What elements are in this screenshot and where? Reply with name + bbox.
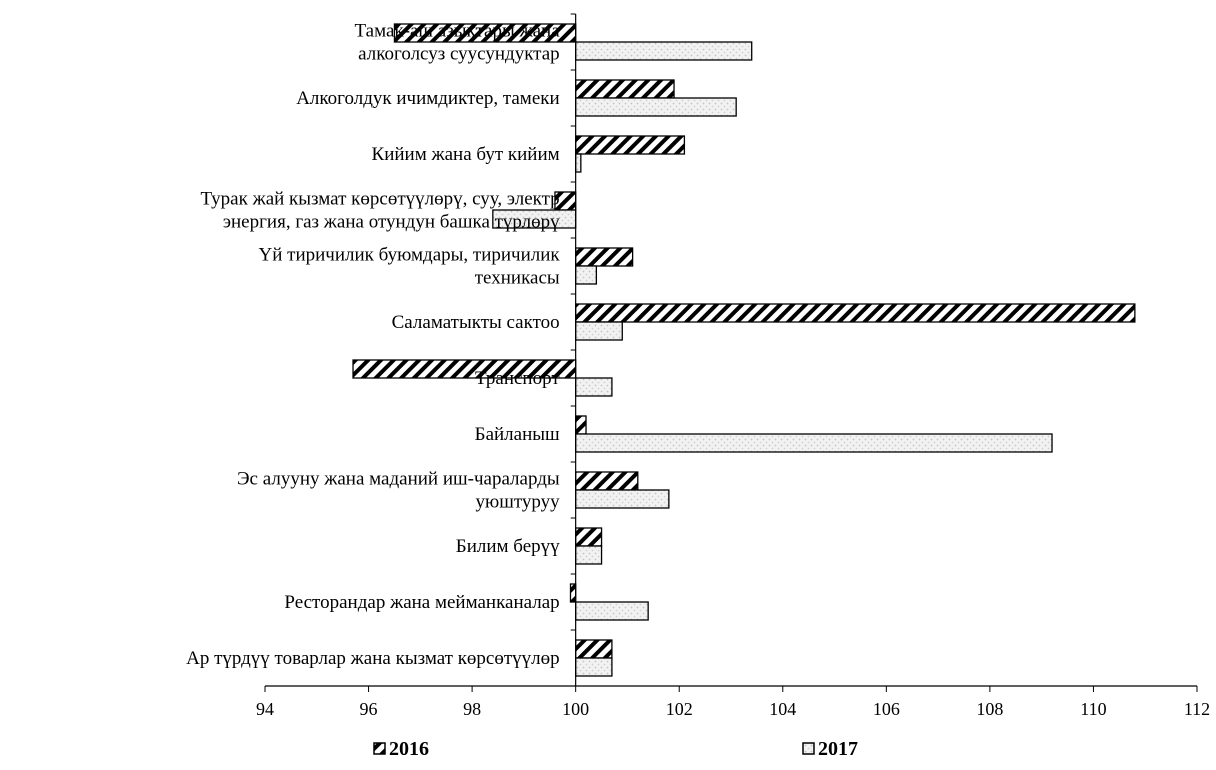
bar-2017-9	[575, 489, 670, 509]
legend-swatch-2017	[802, 742, 815, 755]
bar-2017-11	[575, 601, 649, 621]
bar-2017-10	[575, 545, 603, 565]
bars-layer	[352, 23, 1136, 677]
bar-2016-5	[575, 247, 634, 267]
category-label-10: Билим берүү	[456, 536, 560, 557]
category-label-1: Тамак-аш азыктары жана алкоголсуз суусунд…	[355, 21, 561, 65]
category-label-5: Үй тиричилик буюмдары, тиричилик техникас…	[259, 245, 561, 289]
x-tick-label: 98	[463, 699, 481, 719]
x-tick-label: 112	[1184, 699, 1210, 719]
category-label-7: Транспорт	[475, 368, 560, 389]
bar-2017-2	[575, 97, 737, 117]
axes-layer	[265, 13, 1197, 687]
bar-2017-5	[575, 265, 598, 285]
x-tick-label: 102	[666, 699, 693, 719]
category-label-4: Турак жай кызмат көрсөтүүлөрү, суу, элек…	[201, 189, 561, 233]
x-tick-label: 106	[873, 699, 900, 719]
legend: 2016 2017	[373, 738, 858, 760]
category-label-11: Ресторандар жана мейманканалар	[284, 592, 559, 613]
category-label-3: Кийим жана бут кийим	[372, 144, 560, 165]
x-tick-label: 94	[256, 699, 274, 719]
bar-2016-6	[575, 303, 1136, 323]
x-axis-tick-labels: 94 96 98 100 102 104 106 108 110 112	[256, 686, 1210, 719]
category-label-2: Алкоголдук ичимдиктер, тамеки	[296, 88, 559, 109]
bar-2017-8	[575, 433, 1053, 453]
bar-2016-12	[575, 639, 613, 659]
bar-2017-6	[575, 321, 623, 341]
bar-2016-3	[575, 135, 686, 155]
x-tick-label: 96	[360, 699, 378, 719]
category-label-12: Ар түрдүү товарлар жана кызмат көрсөтүүл…	[186, 648, 560, 669]
bar-2016-8	[575, 415, 587, 435]
x-tick-label: 100	[562, 699, 589, 719]
bar-2017-7	[575, 377, 613, 397]
x-tick-label: 110	[1080, 699, 1106, 719]
bar-2017-3	[575, 153, 582, 173]
legend-label-2017: 2017	[818, 738, 858, 760]
legend-swatch-2016	[373, 742, 386, 755]
bar-2016-2	[575, 79, 675, 99]
x-tick-label: 104	[769, 699, 796, 719]
bar-2016-9	[575, 471, 639, 491]
bar-2017-12	[575, 657, 613, 677]
category-label-9: Эс алууну жана маданий иш-чараларды уюшту…	[237, 469, 560, 513]
bar-2016-10	[575, 527, 603, 547]
x-tick-label: 108	[976, 699, 1003, 719]
legend-label-2016: 2016	[389, 738, 429, 760]
category-labels: Тамак-аш азыктары жана алкоголсуз суусунд…	[186, 21, 560, 670]
bar-2017-1	[575, 41, 753, 61]
category-label-6: Саламатыкты сактоо	[392, 312, 560, 333]
category-label-8: Байланыш	[475, 424, 560, 445]
bar-2016-11	[569, 583, 577, 603]
